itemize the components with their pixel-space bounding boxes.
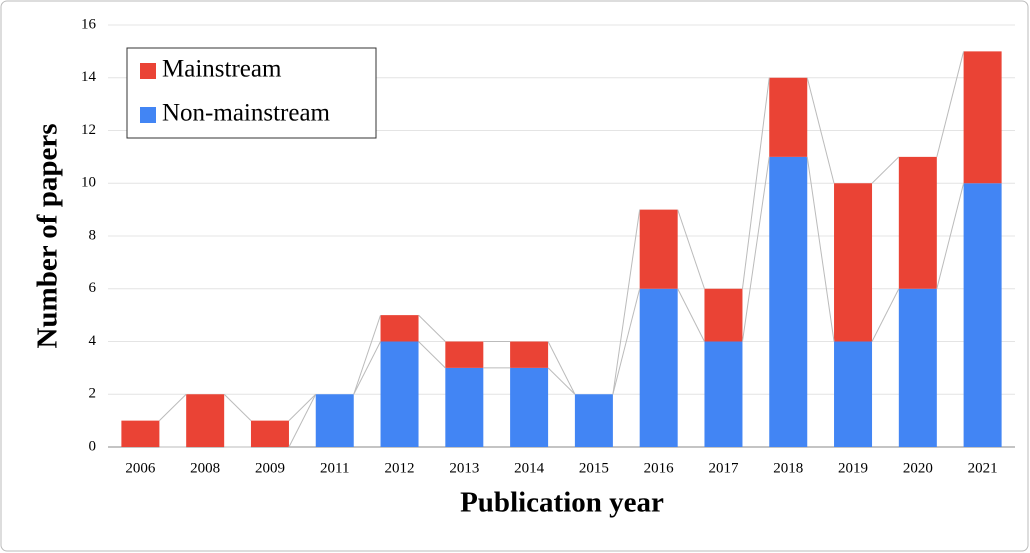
bar-segment [769, 77, 808, 157]
x-tick-label: 2012 [385, 460, 415, 476]
x-tick-label: 2017 [708, 460, 739, 476]
series-line [353, 341, 381, 395]
bar-segment [574, 394, 613, 447]
y-tick-label: 16 [81, 16, 97, 32]
bar-segment [898, 156, 937, 289]
bar-segment [639, 288, 678, 447]
series-line [418, 341, 446, 369]
bar-segment [445, 341, 484, 368]
series-line [353, 314, 382, 395]
bar-segment [510, 367, 549, 447]
x-tick-label: 2014 [514, 460, 545, 476]
x-tick-label: 2018 [773, 460, 803, 476]
bar-segment [963, 183, 1002, 447]
bar-segment [380, 341, 419, 447]
bar-segment [834, 183, 873, 342]
y-tick-label: 0 [89, 438, 97, 454]
x-tick-label: 2006 [125, 460, 156, 476]
x-tick-label: 2021 [968, 460, 998, 476]
bar-segment [898, 288, 937, 447]
series-line [547, 367, 576, 395]
legend-label: Non-mainstream [162, 100, 331, 127]
y-tick-label: 2 [89, 386, 97, 402]
y-tick-label: 14 [81, 69, 97, 85]
y-tick-label: 10 [81, 175, 96, 191]
x-tick-label: 2011 [320, 460, 349, 476]
bar-segment [963, 51, 1002, 184]
series-line [223, 393, 252, 421]
y-tick-label: 8 [89, 227, 97, 243]
legend-label: Mainstream [162, 56, 282, 83]
bar-segment [769, 156, 808, 447]
bar-segment [704, 288, 743, 342]
series-line [871, 288, 900, 342]
series-line [612, 288, 641, 395]
series-line [871, 156, 900, 184]
series-line [612, 209, 641, 395]
series-line [936, 51, 965, 157]
series-line [806, 77, 835, 184]
y-axis-label: Number of papers [32, 123, 64, 348]
x-tick-label: 2016 [644, 460, 675, 476]
bar-segment [704, 341, 743, 447]
x-tick-label: 2008 [190, 460, 220, 476]
bar-segment [834, 341, 873, 447]
bar-segment [121, 420, 160, 447]
series-line [936, 183, 965, 289]
x-axis-label: Publication year [460, 487, 664, 519]
series-line [288, 393, 317, 421]
bar-segment [380, 315, 419, 342]
bar-segment [445, 367, 484, 447]
bar-segment [639, 209, 678, 289]
series-line [159, 393, 187, 421]
y-tick-label: 12 [81, 122, 96, 138]
series-line [418, 314, 446, 342]
bar-segment [510, 341, 549, 368]
x-tick-label: 2019 [838, 460, 868, 476]
bar-segment [250, 420, 289, 447]
series-line [288, 394, 317, 448]
series-line [547, 341, 576, 395]
x-tick-label: 2009 [255, 460, 285, 476]
x-tick-label: 2015 [579, 460, 609, 476]
series-line [741, 156, 770, 342]
series-line [741, 77, 770, 289]
y-tick-label: 4 [89, 333, 97, 349]
x-tick-label: 2020 [903, 460, 933, 476]
series-line [677, 288, 705, 342]
x-tick-label: 2013 [449, 460, 479, 476]
bar-segment [186, 394, 225, 447]
legend-swatch [140, 107, 156, 123]
legend-swatch [140, 63, 156, 79]
series-line [677, 209, 705, 289]
y-tick-label: 6 [89, 280, 97, 296]
series-line [806, 156, 835, 342]
bar-segment [315, 394, 354, 447]
legend-box [126, 47, 377, 139]
